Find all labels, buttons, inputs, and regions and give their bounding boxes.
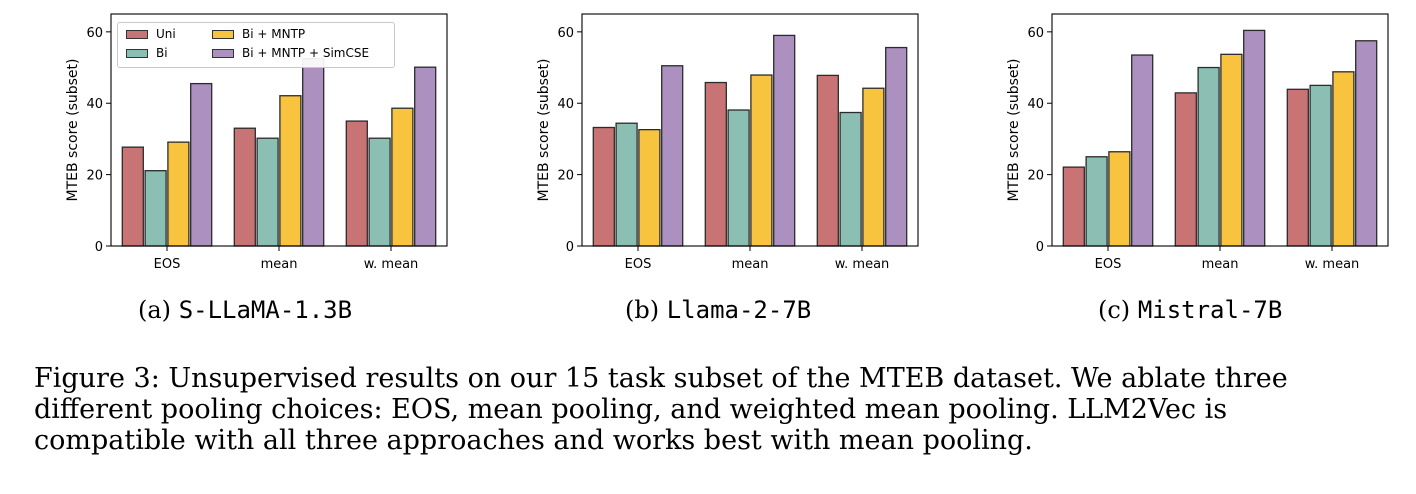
bar-bi-w-mean [1309,84,1332,247]
bar-bi-eos [144,170,167,247]
bar-uni-eos [121,146,144,247]
bar-bi-w-mean [368,137,391,247]
y-tick-label-20: 20 [86,169,103,184]
bar-bi-mean [1197,66,1220,247]
subfigure-label: (a) [138,296,172,324]
y-tick-label-0: 0 [1036,240,1044,255]
x-tick-label-mean: mean [732,257,769,272]
subfigure-label: (b) [625,296,660,324]
x-tick-label-w-mean: w. mean [835,257,890,272]
bar-bi-mntp-simcse-w-mean [885,46,908,247]
subfigure-label: (c) [1098,296,1131,324]
plot-frame [110,13,448,247]
x-tick-label-eos: EOS [1095,257,1122,272]
bar-bi-mntp-w-mean [862,87,885,247]
bar-bi-mntp-mean [750,74,773,247]
bar-chart-s-llama: 0 20 40 60 MTEB score (subset) EOS mean w. mean [65,13,448,272]
y-tick-label-40: 40 [86,97,103,112]
legend-item-bi: Bi [126,46,168,60]
subfigure-model-name: Llama-2-7B [666,296,812,324]
bar-bi-mntp-w-mean [1332,71,1355,247]
bar-bi-mntp-simcse-eos [190,82,213,247]
legend-label-bi-mntp: Bi + MNTP [242,27,306,41]
figure-caption: Figure 3: Unsupervised results on our 15… [34,363,1404,456]
y-tick-label-0: 0 [95,240,103,255]
y-tick-label-0: 0 [566,240,574,255]
x-tick-label-w-mean: w. mean [364,257,419,272]
caption-line: different pooling choices: EOS, mean poo… [34,394,1228,425]
bar-bi-mntp-eos [1108,151,1131,247]
y-tick-label-60: 60 [86,26,103,41]
x-tick-label-w-mean: w. mean [1305,257,1360,272]
bar-bi-mntp-mean [1220,53,1243,247]
plot-frame [1051,13,1389,247]
subfigure-caption: (c) Mistral-7B [1098,296,1282,324]
chart-legend: Uni Bi Bi + MNTP Bi + MNTP + SimCSE [117,22,395,68]
bar-chart-llama-2: 0 20 40 60 MTEB score (subset) EOS mean w. mean [536,13,919,272]
bar-uni-mean [233,127,256,247]
bar-bi-mntp-simcse-mean [1243,29,1266,247]
y-axis-label: MTEB score (subset) [65,59,81,202]
bar-bi-mean [256,137,279,247]
y-tick-label-60: 60 [557,26,574,41]
subfigure-caption: (b) Llama-2-7B [625,296,811,324]
bar-uni-mean [1174,92,1197,247]
x-tick-label-eos: EOS [625,257,652,272]
y-axis-label: MTEB score (subset) [1006,59,1022,202]
bar-bi-mntp-simcse-w-mean [414,66,437,247]
legend-label-bi-mntp-simcse: Bi + MNTP + SimCSE [242,46,370,60]
legend-item-bi-mntp-simcse: Bi + MNTP + SimCSE [212,46,369,60]
x-tick-label-mean: mean [261,257,298,272]
legend-swatch-uni [126,29,148,39]
bar-bi-w-mean [839,111,862,247]
bar-uni-w-mean [816,74,839,247]
bar-bi-mntp-eos [167,141,190,247]
y-tick-label-60: 60 [1027,26,1044,41]
bar-bi-eos [615,122,638,247]
bar-chart-mistral: 0 20 40 60 MTEB score (subset) EOS mean w. mean [1006,13,1389,272]
legend-label-bi: Bi [156,46,168,60]
bar-uni-w-mean [345,120,368,247]
plot-frame [581,13,919,247]
y-axis-label: MTEB score (subset) [536,59,552,202]
bar-uni-eos [1062,166,1085,247]
legend-item-bi-mntp: Bi + MNTP [212,27,305,41]
subfigure-model-name: S-LLaMA-1.3B [178,296,353,324]
x-tick-label-eos: EOS [154,257,181,272]
legend-swatch-bi [126,48,148,58]
y-tick-label-20: 20 [557,169,574,184]
legend-swatch-bi-mntp [212,29,234,39]
bar-uni-w-mean [1286,88,1309,247]
bar-bi-mntp-simcse-mean [302,57,325,247]
bar-bi-mntp-simcse-w-mean [1355,40,1378,247]
bar-bi-mntp-simcse-eos [661,65,684,247]
caption-line: compatible with all three approaches and… [34,425,1033,456]
bar-bi-mntp-eos [638,128,661,247]
subfigure-model-name: Mistral-7B [1137,296,1283,324]
bar-uni-mean [704,81,727,247]
y-tick-label-40: 40 [557,97,574,112]
bar-bi-mntp-w-mean [391,107,414,247]
x-tick-label-mean: mean [1202,257,1239,272]
bar-bi-mean [727,109,750,247]
y-tick-label-40: 40 [1027,97,1044,112]
subfigure-caption: (a) S-LLaMA-1.3B [138,296,352,324]
legend-item-uni: Uni [126,27,176,41]
bar-bi-eos [1085,156,1108,247]
bar-bi-mntp-mean [279,95,302,247]
bar-uni-eos [592,126,615,247]
bar-bi-mntp-simcse-mean [773,34,796,247]
y-tick-label-20: 20 [1027,169,1044,184]
legend-label-uni: Uni [156,27,176,41]
legend-swatch-bi-mntp-simcse [212,48,234,58]
caption-line: Figure 3: Unsupervised results on our 15… [34,363,1288,394]
bar-bi-mntp-simcse-eos [1131,54,1154,247]
